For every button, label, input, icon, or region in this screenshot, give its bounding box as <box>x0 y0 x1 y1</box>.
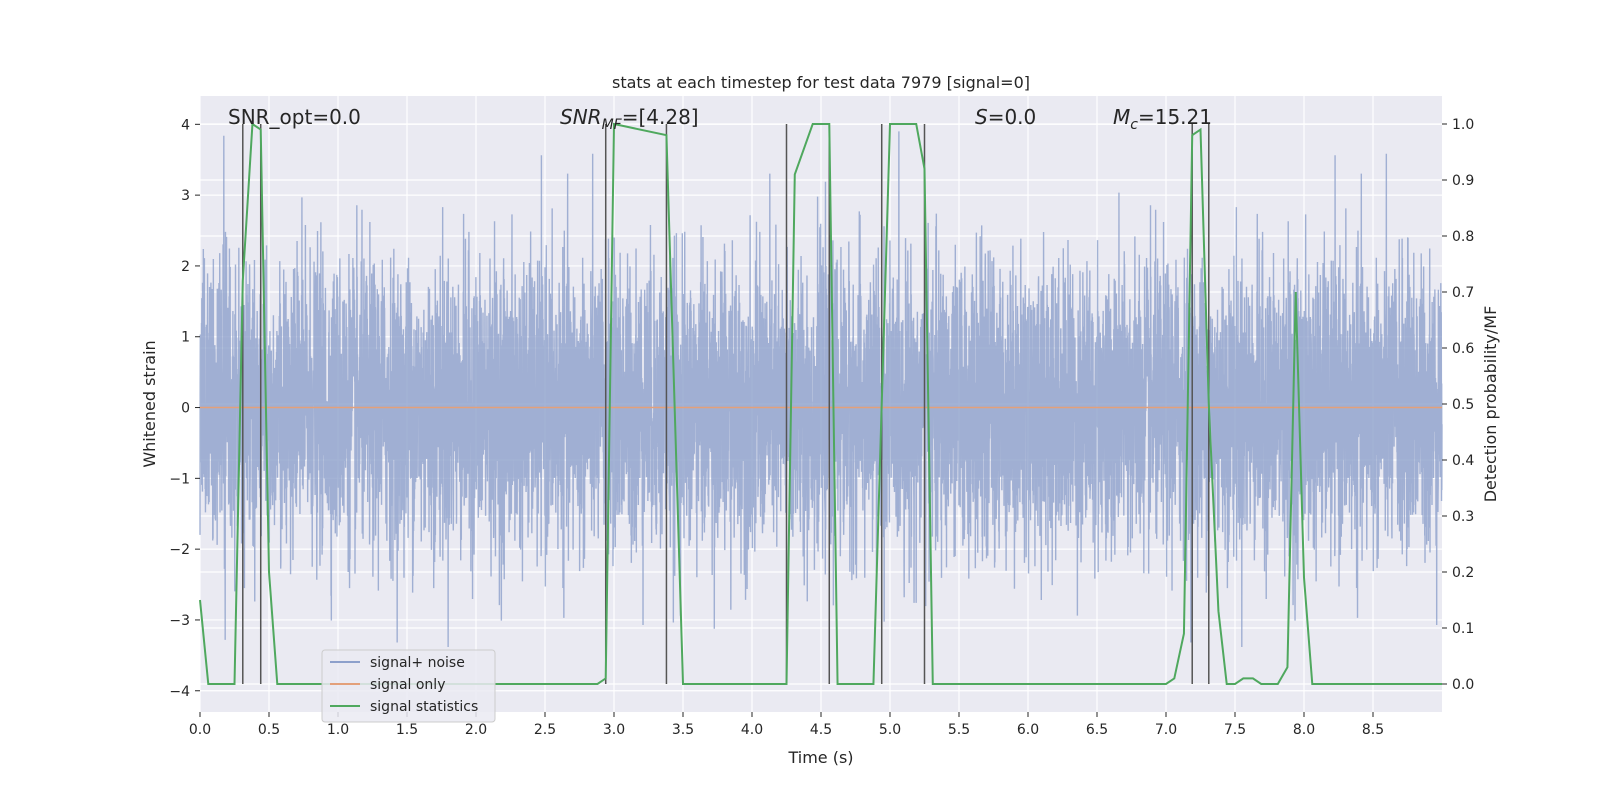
x-tick-label: 7.0 <box>1155 722 1177 738</box>
y2-axis-title: Detection probability/MF <box>1481 306 1500 503</box>
y-tick-label: −3 <box>169 613 190 629</box>
x-tick-label: 2.5 <box>534 722 556 738</box>
y2-tick-label: 0.4 <box>1452 453 1474 469</box>
legend-label-signal-only: signal only <box>370 677 445 693</box>
y2-axis-ticks: 0.0 0.1 0.2 0.3 0.4 0.5 0.6 0.7 0.8 0.9 1.0 <box>1442 117 1474 693</box>
x-tick-label: 3.5 <box>672 722 694 738</box>
x-tick-label: 0.5 <box>258 722 280 738</box>
annotation-snr-mf-subscript: MF <box>602 117 623 133</box>
y2-tick-label: 0.7 <box>1452 285 1474 301</box>
y2-tick-label: 0.2 <box>1452 565 1474 581</box>
y-tick-label: −4 <box>169 684 190 700</box>
x-tick-label: 8.5 <box>1362 722 1384 738</box>
y2-tick-label: 1.0 <box>1452 117 1474 133</box>
annotation-snr-mf-symbol: SNR <box>560 105 602 129</box>
annotation-s-symbol: S <box>975 105 988 129</box>
y2-tick-label: 0.0 <box>1452 677 1474 693</box>
y-tick-label: 3 <box>181 188 190 204</box>
annotation-s: S=0.0 <box>975 105 1036 129</box>
x-tick-label: 5.0 <box>879 722 901 738</box>
legend: signal+ noise signal only signal statist… <box>321 649 496 723</box>
x-tick-label: 7.5 <box>1224 722 1246 738</box>
y-tick-label: −2 <box>169 542 190 558</box>
y-tick-label: 2 <box>181 259 190 275</box>
x-tick-label: 0.0 <box>189 722 211 738</box>
x-tick-label: 1.5 <box>396 722 418 738</box>
x-axis-title: Time (s) <box>787 748 853 767</box>
annotation-snr-opt: SNR_opt=0.0 <box>228 105 361 129</box>
y2-tick-label: 0.1 <box>1452 621 1474 637</box>
y-axis-title: Whitened strain <box>140 340 159 467</box>
y-tick-label: 4 <box>181 117 190 133</box>
y-tick-label: 1 <box>181 330 190 346</box>
x-axis-ticks: 0.0 0.5 1.0 1.5 2.0 2.5 3.0 3.5 4.0 4.5 5.0 5.5 6.0 6… <box>189 712 1384 738</box>
annotation-s-value: =0.0 <box>988 105 1037 129</box>
annotation-snr-mf-value: =[4.28] <box>622 105 699 129</box>
x-tick-label: 3.0 <box>603 722 625 738</box>
legend-box <box>321 649 496 723</box>
x-tick-label: 5.5 <box>948 722 970 738</box>
y2-tick-label: 0.3 <box>1452 509 1474 525</box>
legend-label-signal-statistics: signal statistics <box>370 699 478 715</box>
y2-tick-label: 0.5 <box>1452 397 1474 413</box>
x-tick-label: 6.0 <box>1017 722 1039 738</box>
series-line-signal-noise <box>199 131 1443 648</box>
x-tick-label: 1.0 <box>327 722 349 738</box>
annotation-mc-symbol: M <box>1113 105 1130 129</box>
y-axis-ticks: −4 −3 −2 −1 0 1 2 3 4 <box>169 117 200 700</box>
annotation-snr-mf: SNRMF=[4.28] <box>560 105 699 133</box>
x-tick-label: 8.0 <box>1293 722 1315 738</box>
y2-tick-label: 0.8 <box>1452 229 1474 245</box>
legend-label-signal-noise: signal+ noise <box>370 655 465 671</box>
annotation-mc: Mc=15.21 <box>1113 105 1212 133</box>
y2-tick-label: 0.6 <box>1452 341 1474 357</box>
x-tick-label: 2.0 <box>465 722 487 738</box>
annotation-mc-value: =15.21 <box>1138 105 1212 129</box>
y2-tick-label: 0.9 <box>1452 173 1474 189</box>
x-tick-label: 4.0 <box>741 722 763 738</box>
annotation-mc-subscript: c <box>1130 117 1138 133</box>
y-tick-label: −1 <box>169 471 190 487</box>
x-tick-label: 6.5 <box>1086 722 1108 738</box>
y-tick-label: 0 <box>181 401 190 417</box>
series-line-signal-statistics <box>199 122 1442 685</box>
signal-statistics-series <box>199 122 1442 685</box>
signal-noise-series <box>199 131 1443 648</box>
chart-title: stats at each timestep for test data 797… <box>612 73 1030 92</box>
x-tick-label: 4.5 <box>810 722 832 738</box>
